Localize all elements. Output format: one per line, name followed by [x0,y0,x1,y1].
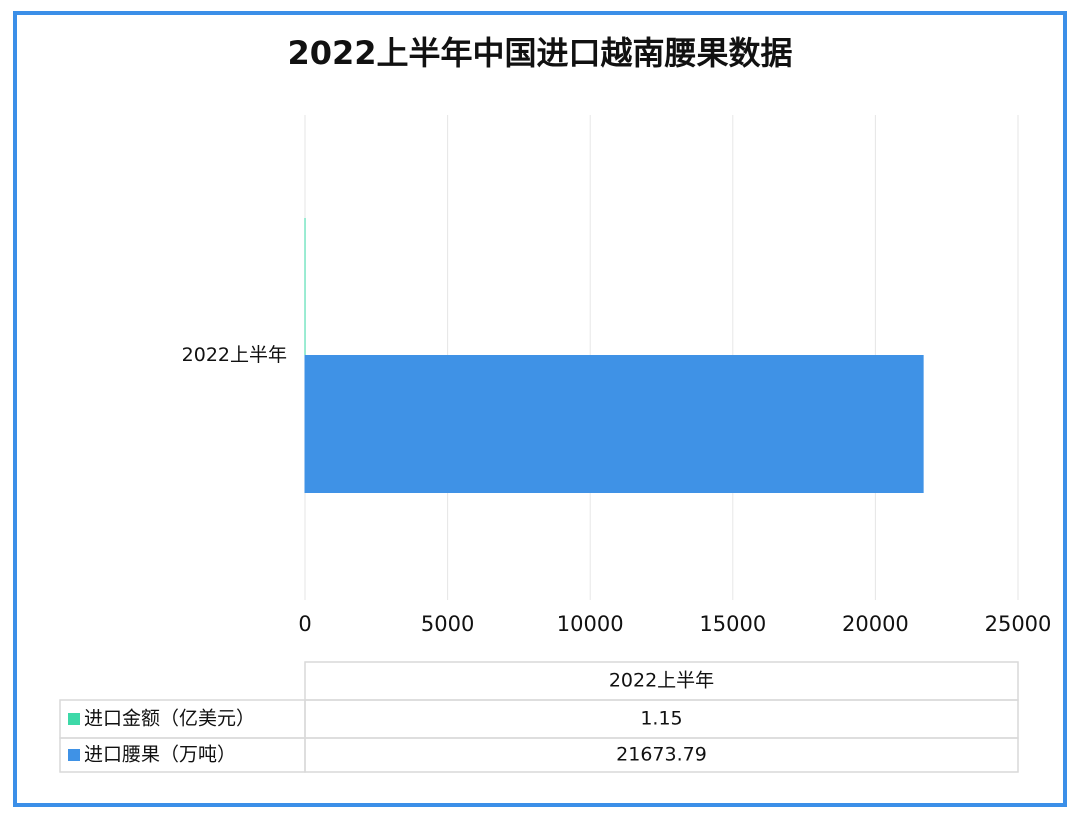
legend-swatch [68,749,80,761]
table-header: 2022上半年 [609,670,714,692]
x-tick-label: 5000 [421,612,474,636]
bar [304,355,924,493]
legend-label: 进口腰果（万吨） [84,744,236,766]
table-value: 1.15 [640,708,682,730]
y-tick-label: 2022上半年 [182,344,287,366]
chart-title: 2022上半年中国进口越南腰果数据 [287,34,792,72]
x-tick-label: 25000 [985,612,1052,636]
x-tick-label: 15000 [699,612,766,636]
x-tick-label: 20000 [842,612,909,636]
x-tick-label: 0 [298,612,311,636]
table-value: 21673.79 [616,744,707,766]
legend-swatch [68,713,80,725]
table-value-cell [304,737,1019,773]
legend-label: 进口金额（亿美元） [84,708,255,730]
x-tick-label: 10000 [557,612,624,636]
